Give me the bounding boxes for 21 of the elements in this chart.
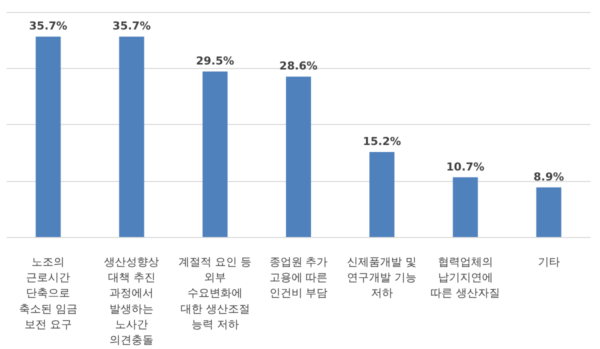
x-tick-label: 생산성향상 대책 추진 과정에서 발생하는 노사간 의견충돌	[104, 256, 160, 346]
data-label: 35.7%	[112, 20, 151, 33]
bar	[286, 76, 312, 238]
data-label: 29.5%	[196, 54, 234, 68]
x-tick-label: 기타	[538, 256, 560, 268]
data-label: 15.2%	[362, 134, 402, 148]
bar	[452, 177, 478, 238]
bar	[202, 72, 228, 238]
bar	[119, 36, 144, 238]
data-label: 8.9%	[534, 170, 564, 184]
x-tick-label: 신제품개발 및 연구개발 기능 저하	[347, 256, 417, 300]
x-tick-label: 협력업체의 납기지연에 따른 생산자질	[430, 256, 500, 300]
bar	[536, 187, 562, 238]
data-label: 35.7%	[29, 20, 68, 33]
data-label: 10.7%	[446, 160, 484, 174]
data-label: 28.6%	[279, 60, 318, 73]
x-tick-label: 노조의 근로시간 단축으로 축소된 임금 보전 요구	[18, 256, 78, 331]
x-tick-label: 계절적 요인 등 외부 수요변화에 대한 생산조절 능력 저하	[178, 256, 252, 331]
x-tick-label: 종업원 추가 고용에 따른 인건비 부담	[269, 256, 328, 300]
bar	[369, 152, 394, 238]
bar	[36, 36, 61, 238]
